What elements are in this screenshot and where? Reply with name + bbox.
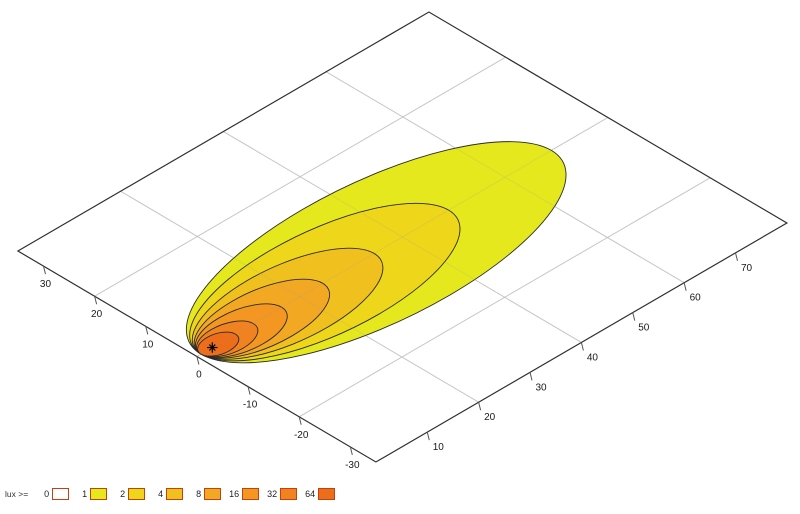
tick-label: 10	[433, 442, 445, 453]
legend-swatch	[242, 488, 260, 500]
tick-mark	[298, 416, 302, 425]
legend-swatch	[166, 488, 184, 500]
legend-swatch	[128, 488, 146, 500]
tick-label: 20	[484, 412, 496, 423]
legend-entry-2: 2	[114, 488, 146, 500]
tick-mark	[42, 265, 46, 275]
grid-line-y	[196, 117, 609, 357]
tick-label: -10	[243, 400, 258, 411]
legend-entry-0: 0	[38, 488, 70, 500]
tick-mark	[426, 431, 430, 441]
legend-swatch	[90, 488, 108, 500]
grid-line-y	[94, 56, 506, 297]
legend-swatch	[280, 488, 298, 500]
tick-mark	[632, 312, 636, 321]
tick-mark	[94, 296, 98, 305]
tick-mark	[349, 446, 353, 456]
legend-value: 0	[44, 489, 50, 499]
tick-mark	[145, 326, 149, 335]
legend-swatch	[204, 488, 222, 500]
legend-value: 16	[229, 489, 240, 499]
legend-swatch	[318, 488, 336, 500]
tick-label: 30	[535, 382, 547, 393]
tick-mark	[683, 282, 687, 291]
grid-line-x	[223, 131, 582, 343]
legend-entry-1: 1	[76, 488, 108, 500]
grid-line-x	[120, 190, 479, 403]
tick-label: 50	[638, 323, 650, 334]
legend-value: 64	[305, 489, 316, 499]
contour-group	[128, 107, 625, 397]
tick-label: 40	[587, 352, 599, 363]
grid-line-y	[94, 56, 506, 297]
grid-line-x	[325, 71, 685, 284]
tick-label: 0	[196, 370, 202, 381]
legend-value: 2	[120, 489, 126, 499]
tick-label: 70	[741, 263, 753, 274]
tick-label: 30	[40, 279, 52, 290]
tick-label: 20	[91, 309, 103, 320]
tick-mark	[247, 386, 251, 395]
legend-value: 4	[158, 489, 164, 499]
legend-entry-4: 4	[152, 488, 184, 500]
tick-label: 60	[690, 293, 702, 304]
legend-entry-16: 16	[228, 488, 260, 500]
legend: lux >= 0 1 2 4 8 16 32 64	[5, 486, 342, 502]
legend-entry-32: 32	[266, 488, 298, 500]
grid-line-y	[298, 177, 711, 418]
tick-label: 10	[142, 339, 154, 350]
tick-label: -30	[345, 460, 360, 471]
legend-value: 1	[82, 489, 88, 499]
tick-mark	[196, 356, 200, 365]
legend-swatch	[52, 488, 70, 500]
tick-mark	[478, 402, 482, 411]
legend-value: 32	[267, 489, 278, 499]
tick-mark	[580, 342, 584, 351]
plot-border	[16, 11, 789, 463]
contour-level-64	[190, 327, 247, 360]
tick-mark	[529, 372, 533, 381]
tick-label: -20	[294, 430, 309, 441]
legend-entry-8: 8	[190, 488, 222, 500]
legend-entry-64: 64	[304, 488, 336, 500]
tick-mark	[735, 252, 739, 261]
grid-line-y	[298, 177, 711, 418]
legend-title: lux >=	[5, 489, 29, 499]
legend-value: 8	[196, 489, 202, 499]
source-marker-asterisk	[207, 342, 218, 353]
